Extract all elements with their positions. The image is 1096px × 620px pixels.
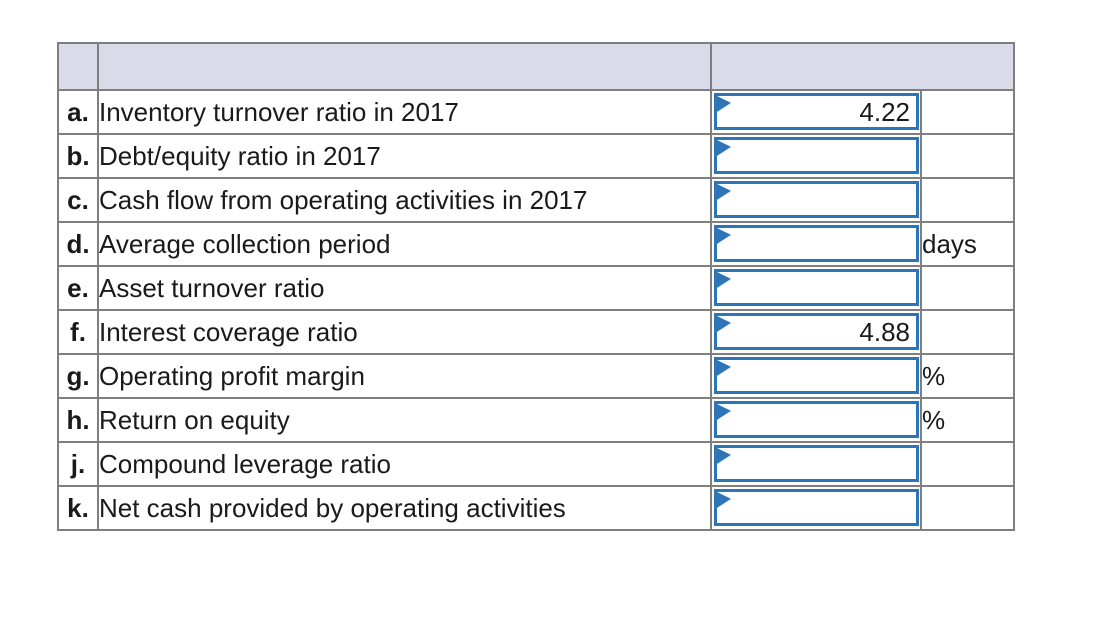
row-description: Average collection period (97, 221, 712, 267)
row-letter: a. (57, 89, 99, 135)
table-row: h. Return on equity % (57, 397, 1015, 443)
row-description: Cash flow from operating activities in 2… (97, 177, 712, 223)
row-letter: h. (57, 397, 99, 443)
row-letter: g. (57, 353, 99, 399)
row-description: Compound leverage ratio (97, 441, 712, 487)
table-row: g. Operating profit margin % (57, 353, 1015, 399)
row-description: Return on equity (97, 397, 712, 443)
answer-input[interactable] (714, 489, 919, 526)
answer-input[interactable]: 4.88 (714, 313, 919, 350)
table-row: j. Compound leverage ratio (57, 441, 1015, 487)
answer-flag-icon (717, 272, 731, 288)
table-row: a. Inventory turnover ratio in 2017 4.22 (57, 89, 1015, 135)
answer-input[interactable] (714, 181, 919, 218)
row-letter: j. (57, 441, 99, 487)
unit-label (920, 441, 1015, 487)
answer-input[interactable] (714, 137, 919, 174)
answer-flag-icon (717, 360, 731, 376)
table-row: b. Debt/equity ratio in 2017 (57, 133, 1015, 179)
header-cell-description (97, 42, 712, 91)
ratios-answer-table: a. Inventory turnover ratio in 2017 4.22… (57, 42, 1015, 531)
table-row: e. Asset turnover ratio (57, 265, 1015, 311)
row-description: Asset turnover ratio (97, 265, 712, 311)
answer-value: 4.88 (859, 316, 910, 347)
answer-flag-icon (717, 228, 731, 244)
header-cell-letter (57, 42, 99, 91)
table-row: d. Average collection period days (57, 221, 1015, 267)
answer-input[interactable] (714, 225, 919, 262)
row-description: Net cash provided by operating activitie… (97, 485, 712, 531)
row-letter: k. (57, 485, 99, 531)
answer-input[interactable]: 4.22 (714, 93, 919, 130)
row-description: Operating profit margin (97, 353, 712, 399)
unit-label (920, 89, 1015, 135)
row-letter: b. (57, 133, 99, 179)
table-row: f. Interest coverage ratio 4.88 (57, 309, 1015, 355)
row-description: Inventory turnover ratio in 2017 (97, 89, 712, 135)
unit-label (920, 485, 1015, 531)
table-row: k. Net cash provided by operating activi… (57, 485, 1015, 531)
row-description: Debt/equity ratio in 2017 (97, 133, 712, 179)
row-letter: c. (57, 177, 99, 223)
answer-flag-icon (717, 140, 731, 156)
unit-label: days (920, 221, 1015, 267)
row-description: Interest coverage ratio (97, 309, 712, 355)
unit-label (920, 309, 1015, 355)
row-letter: e. (57, 265, 99, 311)
answer-input[interactable] (714, 357, 919, 394)
answer-flag-icon (717, 96, 731, 112)
answer-flag-icon (717, 448, 731, 464)
answer-flag-icon (717, 492, 731, 508)
unit-label (920, 265, 1015, 311)
unit-label: % (920, 397, 1015, 443)
unit-label (920, 133, 1015, 179)
row-letter: d. (57, 221, 99, 267)
answer-flag-icon (717, 316, 731, 332)
table-row: c. Cash flow from operating activities i… (57, 177, 1015, 223)
answer-flag-icon (717, 184, 731, 200)
unit-label: % (920, 353, 1015, 399)
unit-label (920, 177, 1015, 223)
answer-value: 4.22 (859, 96, 910, 127)
table-header-row (57, 42, 1015, 91)
answer-input[interactable] (714, 269, 919, 306)
header-cell-answer (710, 42, 1015, 91)
answer-flag-icon (717, 404, 731, 420)
row-letter: f. (57, 309, 99, 355)
answer-input[interactable] (714, 445, 919, 482)
answer-input[interactable] (714, 401, 919, 438)
